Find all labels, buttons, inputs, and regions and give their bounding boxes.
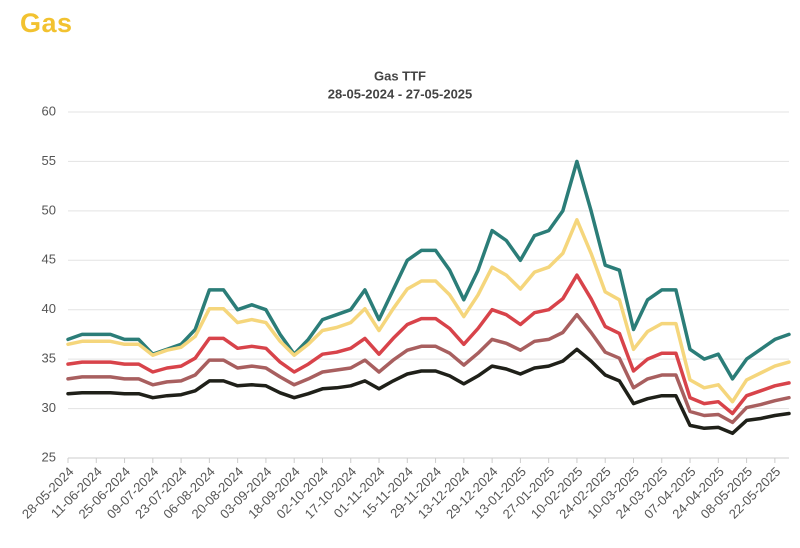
y-tick-label: 60 — [42, 103, 56, 118]
series-line — [66, 347, 791, 436]
series-line — [66, 159, 791, 381]
series-line — [66, 273, 791, 416]
y-tick-label: 45 — [42, 252, 56, 267]
y-tick-label: 40 — [42, 301, 56, 316]
series-line — [66, 312, 791, 425]
chart-subtitle: 28-05-2024 - 27-05-2025 — [328, 86, 473, 101]
brand-title: Gas — [20, 8, 73, 38]
y-tick-label: 50 — [42, 202, 56, 217]
y-tick-label: 25 — [42, 449, 56, 464]
y-tick-label: 35 — [42, 351, 56, 366]
y-tick-label: 30 — [42, 400, 56, 415]
chart-title: Gas TTF — [374, 68, 426, 83]
y-tick-label: 55 — [42, 153, 56, 168]
series-line — [66, 218, 791, 404]
